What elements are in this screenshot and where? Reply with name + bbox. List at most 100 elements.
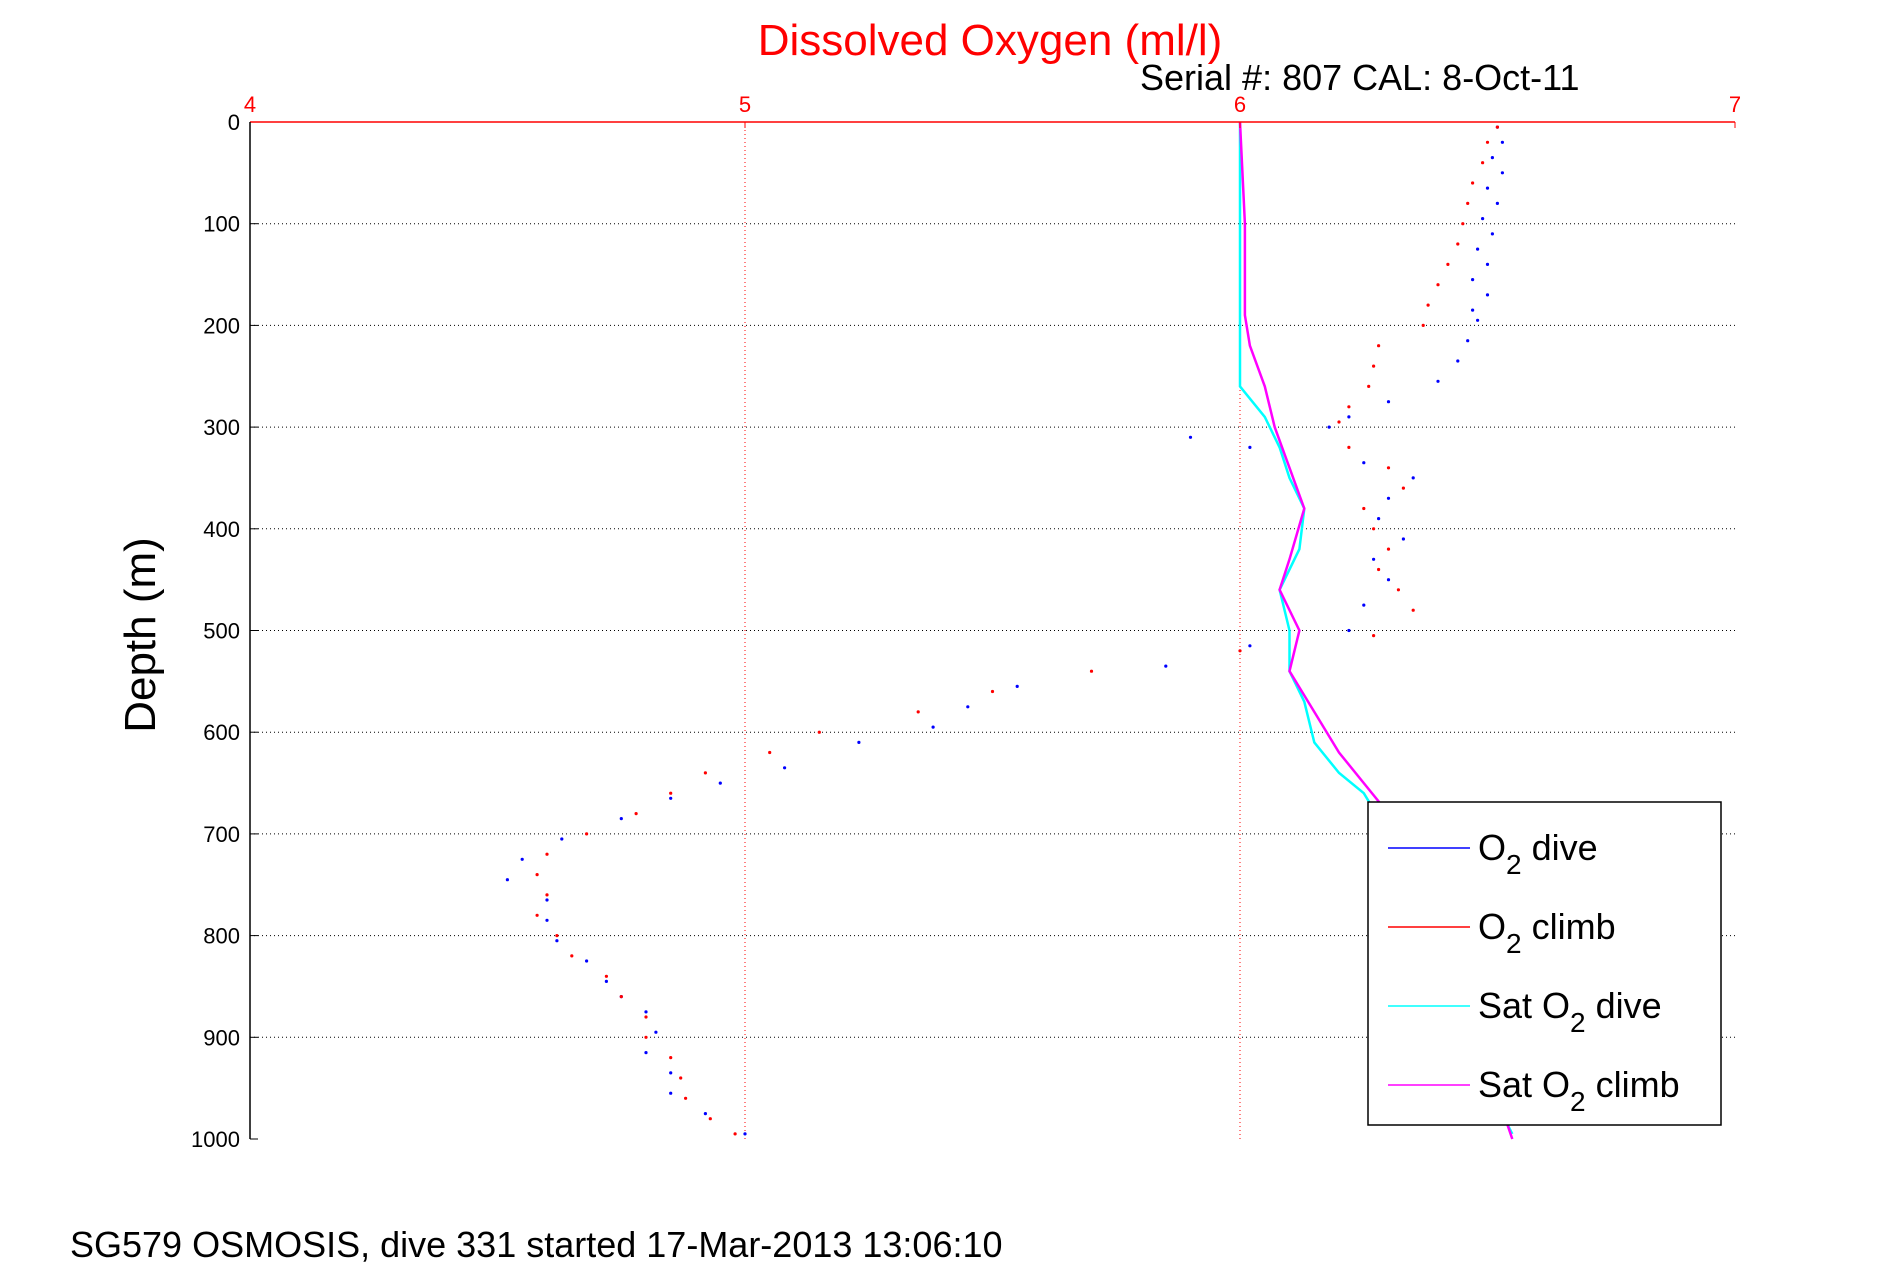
- o2_dive-point: [505, 878, 509, 882]
- legend-label-subscript: 2: [1570, 1086, 1586, 1117]
- o2_climb-point: [1426, 303, 1430, 307]
- x-tick-label: 5: [739, 92, 751, 117]
- o2_dive-point: [1401, 537, 1405, 541]
- y-tick-label: 300: [203, 415, 240, 440]
- o2_dive-point: [1386, 496, 1391, 500]
- o2_climb-point: [634, 812, 638, 816]
- o2_climb-point: [1495, 125, 1499, 129]
- o2_dive-point: [1347, 628, 1351, 633]
- o2_climb-point: [679, 1076, 683, 1080]
- footer-text: SG579 OSMOSIS, dive 331 started 17-Mar-2…: [70, 1224, 1003, 1262]
- o2_dive-point: [1476, 247, 1480, 251]
- o2_dive-point: [1490, 156, 1494, 160]
- chart-subtitle: Serial #: 807 CAL: 8-Oct-11: [1140, 57, 1580, 98]
- o2_dive-point: [1436, 379, 1440, 383]
- o2_climb-point: [990, 689, 995, 694]
- legend-label-rest: dive: [1586, 985, 1662, 1026]
- o2_climb-point: [555, 934, 559, 938]
- o2_climb-point: [1377, 344, 1381, 348]
- o2_climb-point: [768, 750, 772, 755]
- o2_climb-point: [644, 1035, 648, 1039]
- o2_dive-point: [1188, 435, 1193, 439]
- legend-label-rest: dive: [1522, 827, 1598, 868]
- o2_climb-point: [1372, 364, 1376, 368]
- o2_climb-point: [1347, 405, 1351, 409]
- o2_dive-point: [966, 705, 970, 709]
- o2_climb-point: [1456, 242, 1460, 246]
- y-axis-label: Depth (m): [116, 537, 165, 733]
- o2_dive-point: [604, 979, 609, 984]
- legend-label-o2_dive: O2 dive: [1478, 827, 1598, 880]
- legend-label-sat_dive: Sat O2 dive: [1478, 985, 1662, 1038]
- o2_dive-point: [545, 918, 549, 922]
- o2_climb-point: [1485, 140, 1490, 144]
- o2_dive-point: [931, 725, 935, 729]
- o2_dive-point: [644, 1051, 648, 1055]
- o2_climb-point: [1471, 181, 1475, 185]
- legend-label-sat_climb: Sat O2 climb: [1478, 1064, 1680, 1117]
- o2_dive-point: [1386, 400, 1391, 404]
- x-tick-label: 7: [1729, 92, 1741, 117]
- o2_dive-point: [1500, 171, 1504, 175]
- o2_climb-point: [1377, 567, 1381, 572]
- o2_dive-point: [718, 781, 722, 785]
- o2_dive-point: [1164, 664, 1168, 668]
- o2_dive-point: [743, 1132, 747, 1136]
- o2_climb-point: [1461, 222, 1465, 226]
- y-tick-label: 0: [228, 110, 240, 135]
- o2_dive-point: [1500, 140, 1504, 144]
- o2_dive-point: [1485, 262, 1490, 266]
- o2_climb-point: [1372, 634, 1376, 638]
- o2_dive-point: [1372, 557, 1376, 561]
- o2_dive-point: [1248, 644, 1252, 648]
- tick-labels: 4 5 6 7 0 100 200 300 400 500 600 700 800 900 1000: [191, 92, 1741, 1152]
- o2_climb-point: [604, 974, 609, 978]
- o2_climb-point: [1337, 420, 1341, 424]
- o2_climb-point: [1446, 262, 1450, 266]
- o2_climb-point: [1386, 547, 1391, 551]
- y-tick-label: 500: [203, 619, 240, 644]
- o2_dive-point: [1456, 359, 1460, 363]
- o2_dive-point: [619, 817, 623, 821]
- legend-label-main: O: [1478, 906, 1506, 947]
- o2_climb-point: [1372, 527, 1376, 531]
- x-tick-label: 6: [1234, 92, 1246, 117]
- y-tick-label: 200: [203, 313, 240, 338]
- o2_dive-point: [669, 1091, 673, 1095]
- o2_climb-point: [1386, 466, 1391, 470]
- o2_dive-point: [555, 939, 559, 943]
- o2_climb-point: [535, 873, 539, 877]
- o2_climb-point: [1466, 201, 1470, 205]
- o2_climb-point: [545, 852, 549, 856]
- legend-label-subscript: 2: [1506, 928, 1522, 959]
- y-tick-label: 800: [203, 924, 240, 949]
- o2_dive-point: [1377, 517, 1381, 521]
- o2_dive-point: [560, 837, 564, 841]
- o2_dive-point: [654, 1030, 658, 1034]
- o2_dive-point: [1411, 476, 1415, 480]
- x-tick-label: 4: [244, 92, 256, 117]
- o2_dive-point: [1248, 445, 1252, 449]
- o2_dive-point: [669, 796, 673, 800]
- o2_climb-point: [1089, 669, 1094, 673]
- o2_dive-point: [545, 898, 549, 902]
- o2_climb-point: [733, 1132, 737, 1136]
- o2_dive-point: [1362, 461, 1366, 465]
- o2_climb-point: [1347, 445, 1351, 449]
- legend-label-rest: climb: [1586, 1064, 1680, 1105]
- chart-title: Dissolved Oxygen (ml/l): [758, 16, 1223, 65]
- o2_dive-point: [1490, 232, 1494, 236]
- o2_dive-point: [857, 740, 861, 745]
- legend-label-main: Sat O: [1478, 1064, 1570, 1105]
- o2_climb-point: [570, 954, 574, 958]
- o2_dive-point: [1485, 186, 1490, 190]
- y-tick-label: 900: [203, 1025, 240, 1050]
- o2_dive-point: [1476, 318, 1480, 322]
- o2_climb-point: [1238, 649, 1242, 653]
- y-tick-label: 400: [203, 517, 240, 542]
- o2_dive-point: [1495, 201, 1499, 205]
- o2_dive-point: [1362, 603, 1366, 607]
- o2_climb-point: [669, 791, 673, 795]
